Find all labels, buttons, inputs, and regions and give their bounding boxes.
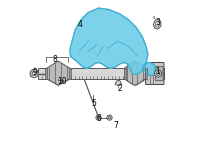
Bar: [45, 68, 47, 79]
Bar: [38, 68, 164, 79]
Circle shape: [107, 115, 112, 120]
Polygon shape: [70, 8, 148, 74]
Circle shape: [96, 115, 101, 120]
FancyBboxPatch shape: [155, 66, 163, 81]
Text: 2: 2: [117, 84, 122, 93]
Bar: [124, 68, 126, 79]
Polygon shape: [143, 62, 157, 76]
Text: 1: 1: [156, 67, 160, 76]
Text: 8: 8: [53, 55, 58, 64]
Circle shape: [154, 70, 162, 77]
Bar: [145, 68, 147, 79]
Text: 7: 7: [113, 121, 118, 130]
FancyBboxPatch shape: [146, 62, 164, 85]
Circle shape: [30, 69, 38, 78]
Text: 6: 6: [97, 114, 102, 123]
Text: 5: 5: [91, 99, 96, 108]
Bar: [69, 68, 71, 79]
Text: 4: 4: [78, 20, 83, 29]
Text: 10: 10: [58, 77, 67, 86]
Text: 3: 3: [156, 18, 161, 27]
Circle shape: [116, 80, 121, 86]
Text: 9: 9: [32, 68, 37, 77]
Ellipse shape: [154, 20, 161, 29]
